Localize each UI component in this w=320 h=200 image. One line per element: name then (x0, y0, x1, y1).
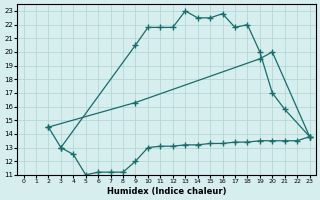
X-axis label: Humidex (Indice chaleur): Humidex (Indice chaleur) (107, 187, 226, 196)
